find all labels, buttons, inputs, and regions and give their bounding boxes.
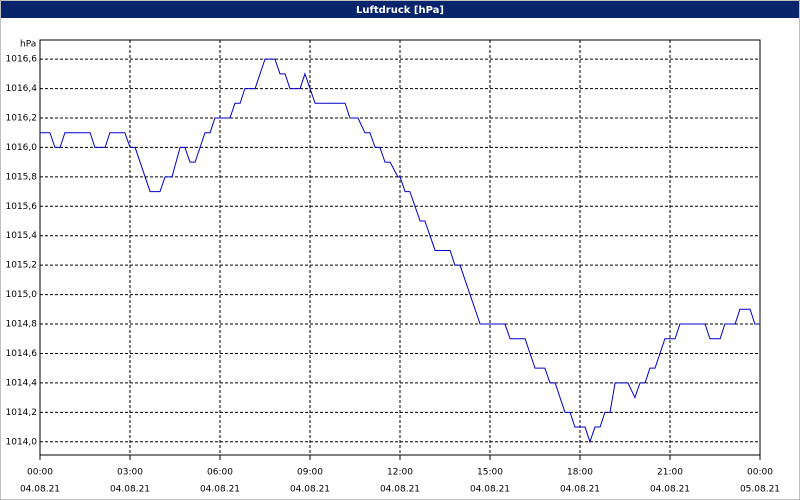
y-tick-label: 1015,0 — [6, 290, 38, 300]
x-tick-date: 04.08.21 — [650, 485, 690, 495]
y-tick-label: 1016,4 — [6, 84, 38, 94]
x-tick-date: 04.08.21 — [380, 485, 420, 495]
y-tick-label: 1015,4 — [6, 231, 38, 241]
chart-title: Luftdruck [hPa] — [356, 5, 444, 16]
y-tick-label: 1014,8 — [6, 320, 38, 330]
x-tick-date: 05.08.21 — [740, 485, 780, 495]
y-tick-label: 1016,6 — [6, 55, 38, 65]
y-unit: hPa — [20, 40, 36, 50]
x-tick-label: 03:00 — [117, 468, 143, 478]
x-tick-label: 15:00 — [477, 468, 503, 478]
x-tick-date: 04.08.21 — [560, 485, 600, 495]
x-tick-label: 12:00 — [387, 468, 413, 478]
x-tick-label: 06:00 — [207, 468, 233, 478]
y-tick-label: 1014,0 — [6, 437, 38, 447]
x-tick-label: 00:00 — [27, 468, 53, 478]
x-tick-label: 09:00 — [297, 468, 323, 478]
x-tick-label: 18:00 — [567, 468, 593, 478]
x-tick-date: 04.08.21 — [470, 485, 510, 495]
x-tick-label: 21:00 — [657, 468, 683, 478]
y-tick-label: 1014,2 — [6, 408, 38, 418]
data-line — [40, 58, 760, 444]
y-tick-label: 1015,2 — [6, 261, 38, 271]
y-tick-label: 1015,8 — [6, 172, 38, 182]
y-tick-label: 1015,6 — [6, 202, 38, 212]
y-tick-label: 1014,6 — [6, 349, 38, 359]
x-tick-label: 00:00 — [747, 468, 773, 478]
x-tick-date: 04.08.21 — [290, 485, 330, 495]
x-tick-date: 04.08.21 — [20, 485, 60, 495]
y-tick-label: 1016,2 — [6, 113, 38, 123]
x-tick-date: 04.08.21 — [200, 485, 240, 495]
y-tick-label: 1016,0 — [6, 143, 38, 153]
y-tick-label: 1014,4 — [6, 378, 38, 388]
x-tick-date: 04.08.21 — [110, 485, 150, 495]
title-bar — [1, 1, 799, 18]
